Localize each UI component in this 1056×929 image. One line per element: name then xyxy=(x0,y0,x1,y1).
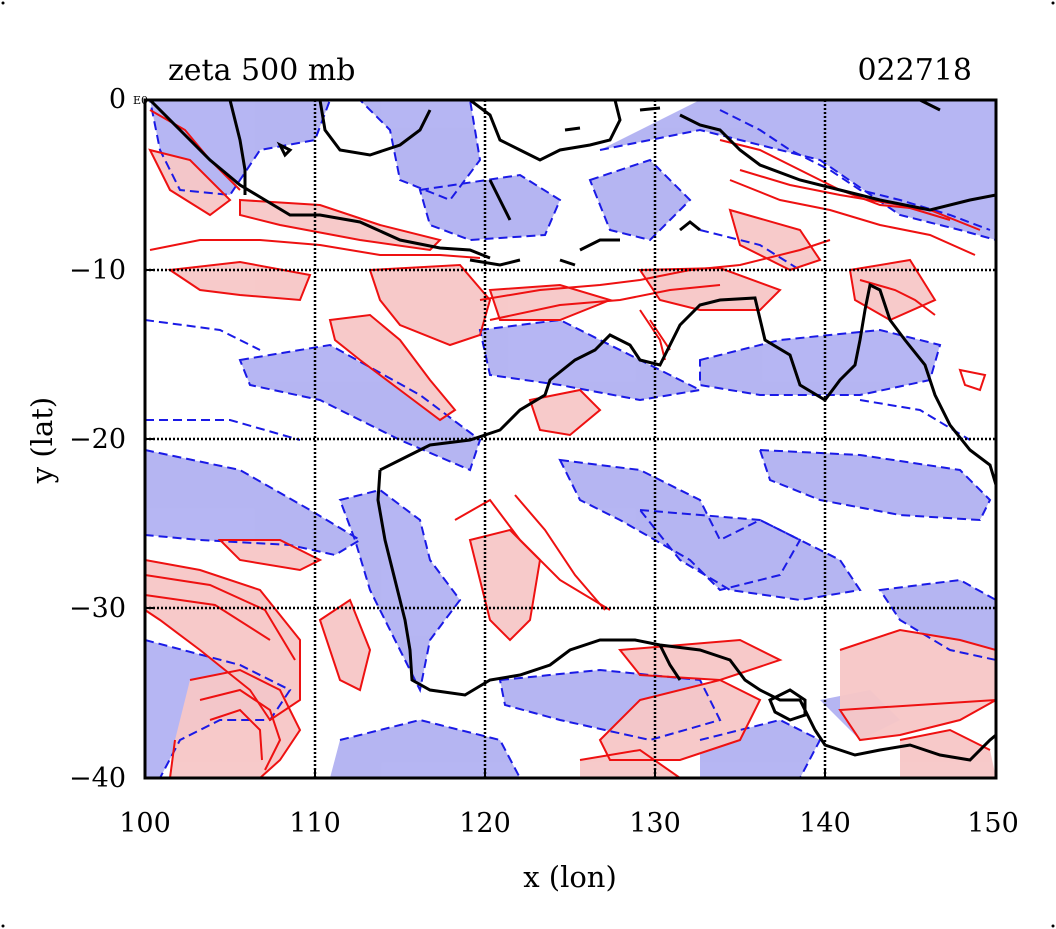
x-tick-label: 140 xyxy=(799,808,851,839)
coastlines xyxy=(148,100,996,762)
x-tick-label: 110 xyxy=(289,808,341,839)
title-right: 022718 xyxy=(857,53,972,88)
x-tick-label: 130 xyxy=(629,808,681,839)
positive-contours xyxy=(145,109,996,778)
plot-area xyxy=(145,100,996,778)
y-tick-label: 0 xyxy=(109,84,126,115)
x-tick-label: 150 xyxy=(967,808,1019,839)
tick-marks xyxy=(145,269,826,778)
gridlines xyxy=(145,100,996,778)
y-tick-label: −30 xyxy=(69,593,126,624)
x-tick-label: 100 xyxy=(119,808,171,839)
x-tick-labels: 100 110 120 130 140 150 xyxy=(119,808,1019,839)
y-tick-label: −20 xyxy=(69,424,126,455)
x-axis-title: x (lon) xyxy=(523,860,617,894)
y-tick-label: −40 xyxy=(69,763,126,794)
y-axis-title: y (lat) xyxy=(25,397,59,484)
y-tick-labels: 0 −10 −20 −30 −40 xyxy=(69,84,126,794)
title-left: zeta 500 mb xyxy=(168,53,356,88)
corner-label: E0 xyxy=(133,94,148,107)
negative-contours xyxy=(145,100,996,778)
y-tick-label: −10 xyxy=(69,255,126,286)
x-tick-label: 120 xyxy=(459,808,511,839)
